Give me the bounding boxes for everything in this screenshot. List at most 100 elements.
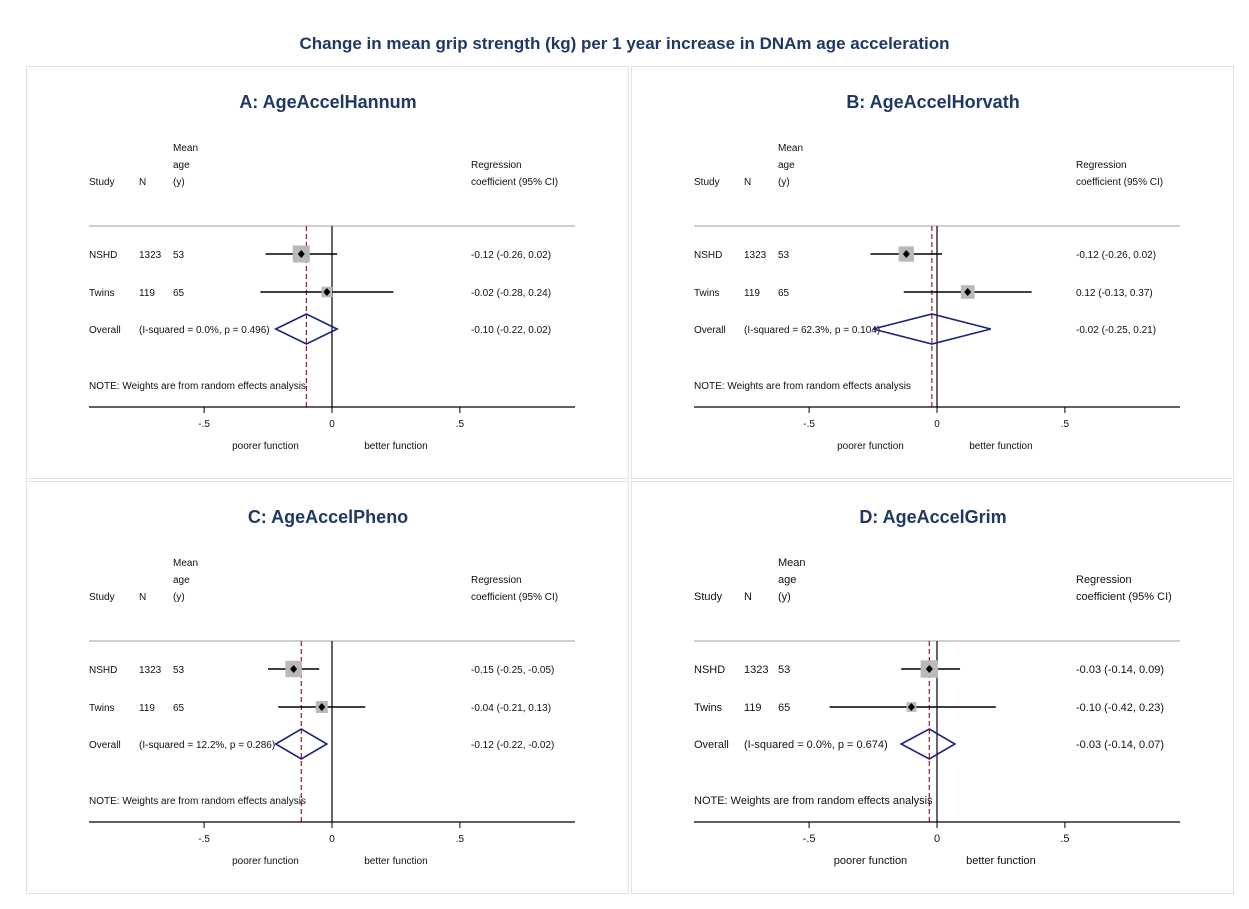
overall-label: Overall — [694, 739, 729, 751]
study-n: 119 — [139, 288, 155, 299]
x-tick-label: -.5 — [198, 834, 210, 845]
study-age: 53 — [778, 250, 790, 261]
header-age-unit: (y) — [173, 177, 185, 188]
x-tick-label: -.5 — [198, 419, 210, 430]
header-coefficient: coefficient (95% CI) — [471, 177, 558, 188]
study-estimate-label: -0.12 (-0.26, 0.02) — [1076, 250, 1156, 261]
x-tick-label: .5 — [1061, 419, 1070, 430]
study-n: 119 — [744, 702, 762, 714]
overall-label: Overall — [89, 740, 121, 751]
study-n: 1323 — [744, 250, 767, 261]
study-name: NSHD — [89, 250, 117, 261]
overall-diamond — [899, 728, 957, 760]
weights-note: NOTE: Weights are from random effects an… — [89, 796, 306, 807]
header-age-unit: (y) — [778, 591, 791, 603]
study-age: 65 — [173, 288, 185, 299]
heterogeneity-label: (I-squared = 62.3%, p = 0.104) — [744, 325, 880, 336]
x-tick-label: -.5 — [803, 419, 815, 430]
x-tick-label: .5 — [456, 419, 465, 430]
overall-estimate-label: -0.12 (-0.22, -0.02) — [471, 740, 554, 751]
panel-a-hannum: A: AgeAccelHannum Mean age Study N (y) Regress… — [26, 66, 629, 479]
study-age: 65 — [778, 702, 790, 714]
overall-estimate-label: -0.03 (-0.14, 0.07) — [1076, 739, 1164, 751]
study-name: NSHD — [694, 664, 725, 676]
study-n: 1323 — [744, 664, 768, 676]
study-estimate-label: 0.12 (-0.13, 0.37) — [1076, 288, 1153, 299]
study-name: NSHD — [89, 665, 117, 676]
panel-title: D: AgeAccelGrim — [859, 507, 1006, 527]
x-tick-label: 0 — [934, 833, 940, 845]
study-name: Twins — [89, 703, 115, 714]
header-mean: Mean — [173, 143, 198, 154]
point-estimate — [902, 250, 910, 258]
study-age: 65 — [173, 703, 185, 714]
panel-b-horvath: B: AgeAccelHorvath Mean age Study N (y) Regres… — [631, 66, 1234, 479]
x-tick-label: 0 — [329, 834, 335, 845]
study-name: NSHD — [694, 250, 722, 261]
point-estimate — [323, 288, 331, 296]
header-age: age — [778, 160, 795, 171]
figure-title: Change in mean grip strength (kg) per 1 … — [299, 34, 950, 53]
panel-c-pheno: C: AgeAccelPheno Mean age Study N (y) Regressi… — [26, 481, 629, 894]
study-estimate-label: -0.04 (-0.21, 0.13) — [471, 703, 551, 714]
overall-diamond — [273, 313, 339, 345]
header-study: Study — [89, 592, 115, 603]
header-n: N — [744, 177, 751, 188]
header-coefficient: coefficient (95% CI) — [1076, 177, 1163, 188]
point-estimate — [318, 703, 326, 711]
header-coefficient: coefficient (95% CI) — [471, 592, 558, 603]
x-tick-label: 0 — [934, 419, 940, 430]
study-estimate-label: -0.03 (-0.14, 0.09) — [1076, 664, 1164, 676]
study-name: Twins — [89, 288, 115, 299]
overall-estimate-label: -0.10 (-0.22, 0.02) — [471, 325, 551, 336]
overall-estimate-label: -0.02 (-0.25, 0.21) — [1076, 325, 1156, 336]
header-mean: Mean — [778, 557, 806, 569]
study-estimate-label: -0.15 (-0.25, -0.05) — [471, 665, 554, 676]
study-age: 53 — [173, 250, 185, 261]
point-estimate — [964, 288, 972, 296]
panel-d-grim: D: AgeAccelGrim Mean age Study N (y) Regressio… — [631, 481, 1234, 894]
header-age: age — [173, 575, 190, 586]
header-n: N — [744, 591, 752, 603]
overall-label: Overall — [694, 325, 726, 336]
study-name: Twins — [694, 288, 720, 299]
point-estimate — [297, 250, 305, 258]
header-age-unit: (y) — [778, 177, 790, 188]
header-study: Study — [694, 177, 720, 188]
point-estimate — [925, 665, 933, 673]
x-label-poorer: poorer function — [834, 855, 907, 867]
x-label-poorer: poorer function — [837, 441, 904, 452]
forest-plot-d: D: AgeAccelGrim Mean age Study N (y) Regressio… — [694, 507, 1180, 867]
heterogeneity-label: (I-squared = 0.0%, p = 0.496) — [139, 325, 270, 336]
x-label-better: better function — [364, 856, 427, 867]
heterogeneity-label: (I-squared = 0.0%, p = 0.674) — [744, 739, 888, 751]
x-label-better: better function — [969, 441, 1032, 452]
study-n: 119 — [744, 288, 760, 299]
study-estimate-label: -0.10 (-0.42, 0.23) — [1076, 702, 1164, 714]
forest-plot-a: A: AgeAccelHannum Mean age Study N (y) Regress… — [89, 92, 575, 452]
header-age: age — [173, 160, 190, 171]
study-estimate-label: -0.12 (-0.26, 0.02) — [471, 250, 551, 261]
x-tick-label: 0 — [329, 419, 335, 430]
panel-title: C: AgeAccelPheno — [248, 507, 408, 527]
x-tick-label: .5 — [456, 834, 465, 845]
x-label-better: better function — [364, 441, 427, 452]
study-age: 65 — [778, 288, 790, 299]
weights-note: NOTE: Weights are from random effects an… — [694, 381, 911, 392]
header-regression: Regression — [1076, 160, 1127, 171]
panel-title: A: AgeAccelHannum — [239, 92, 416, 112]
weights-note: NOTE: Weights are from random effects an… — [89, 381, 306, 392]
study-n: 1323 — [139, 665, 162, 676]
header-mean: Mean — [173, 558, 198, 569]
weights-note: NOTE: Weights are from random effects an… — [694, 795, 933, 807]
header-study: Study — [89, 177, 115, 188]
header-regression: Regression — [471, 575, 522, 586]
x-label-poorer: poorer function — [232, 441, 299, 452]
overall-diamond — [274, 728, 329, 760]
heterogeneity-label: (I-squared = 12.2%, p = 0.286) — [139, 740, 275, 751]
study-estimate-label: -0.02 (-0.28, 0.24) — [471, 288, 551, 299]
header-regression: Regression — [1076, 574, 1132, 586]
x-tick-label: .5 — [1060, 833, 1069, 845]
study-n: 1323 — [139, 250, 162, 261]
point-estimate — [907, 703, 915, 711]
